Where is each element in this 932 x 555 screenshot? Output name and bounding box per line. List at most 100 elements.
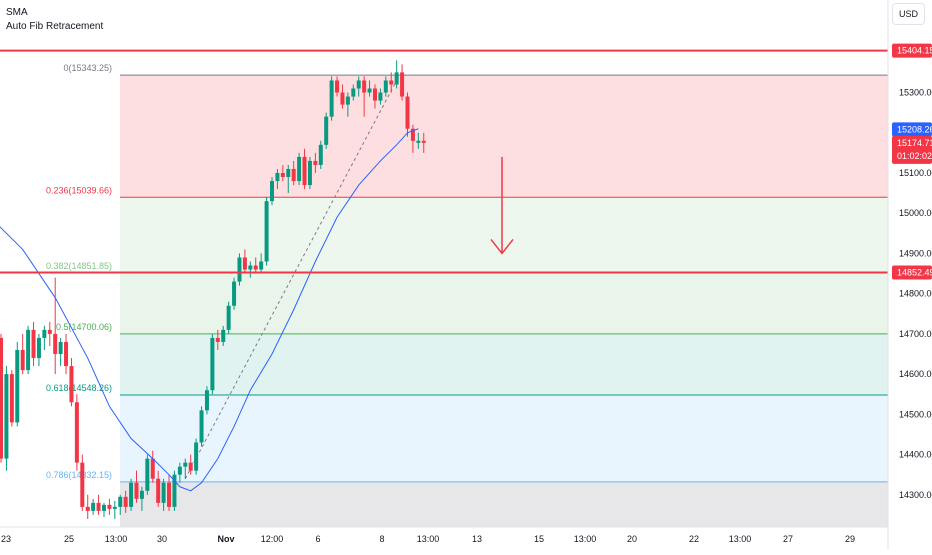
candle-body <box>47 329 52 334</box>
candle-body <box>335 80 340 93</box>
candle-body <box>123 496 128 507</box>
currency-button[interactable]: USD <box>892 3 925 25</box>
candle <box>204 386 209 415</box>
candle <box>183 458 188 479</box>
x-tick-label: 23 <box>1 534 11 544</box>
candle <box>237 253 242 286</box>
candle <box>64 333 69 375</box>
candle-body <box>389 80 394 85</box>
candle <box>221 325 226 346</box>
candle <box>259 253 264 274</box>
candle-body <box>275 172 280 182</box>
candle-body <box>156 478 161 503</box>
candle-body <box>291 168 296 182</box>
candle <box>172 470 177 511</box>
x-tick-label: 30 <box>157 534 167 544</box>
price-tag-3 <box>892 265 932 280</box>
candle <box>74 394 79 471</box>
candle <box>356 76 361 97</box>
candle <box>307 156 312 190</box>
candle <box>85 494 90 519</box>
x-tick-label: 8 <box>379 534 384 544</box>
candle <box>101 502 106 517</box>
x-tick-label: 6 <box>315 534 320 544</box>
candle <box>416 132 421 149</box>
candle-body <box>183 462 188 467</box>
legend-sma[interactable]: SMA <box>6 7 28 18</box>
candle <box>394 60 399 89</box>
candle-body <box>264 201 269 262</box>
candle-body <box>345 96 350 105</box>
candle-body <box>4 374 9 459</box>
candle-body <box>400 72 405 97</box>
candle <box>150 450 155 483</box>
fib-zone-0 <box>120 75 888 198</box>
candle <box>0 333 3 463</box>
candle <box>389 72 394 93</box>
candle-body <box>112 506 117 509</box>
candle <box>15 341 20 427</box>
candle-body <box>329 80 334 117</box>
x-tick-label: 13:00 <box>417 534 440 544</box>
candle-body <box>242 257 247 270</box>
candle-body <box>378 92 383 101</box>
candle <box>20 333 25 375</box>
candle-body <box>161 482 166 503</box>
arrow-head <box>490 238 514 255</box>
x-tick-label: 12:00 <box>261 534 284 544</box>
price-tag-label-2: 15174.71 <box>897 138 932 148</box>
candle <box>400 64 405 101</box>
candle-body <box>145 458 150 491</box>
candle-body <box>259 261 264 270</box>
y-tick-label: 15100.00 <box>899 168 932 178</box>
candle-body <box>188 462 193 471</box>
candle <box>421 132 426 153</box>
candle <box>335 76 340 97</box>
candle <box>318 140 323 169</box>
x-tick-label: 13:00 <box>105 534 128 544</box>
candle-body <box>372 88 377 101</box>
candle-body <box>302 156 307 186</box>
candle <box>107 498 112 515</box>
y-tick-label: 15000.00 <box>899 208 932 218</box>
candle-body <box>383 80 388 93</box>
candle-body <box>58 341 63 355</box>
candle-body <box>362 80 367 93</box>
candle-body <box>307 160 312 186</box>
candle <box>362 76 367 117</box>
candle-body <box>226 305 231 330</box>
candle-body <box>405 96 410 129</box>
candle-body <box>248 265 253 270</box>
candle-body <box>64 341 69 367</box>
candle <box>215 329 220 350</box>
candle <box>297 152 302 186</box>
candle <box>139 486 144 511</box>
candle-body <box>15 349 20 423</box>
candle <box>177 462 182 483</box>
candle <box>226 301 231 334</box>
candle <box>248 261 253 278</box>
fib-zone-5 <box>120 481 888 527</box>
candle <box>242 249 247 274</box>
candle-body <box>410 128 415 141</box>
candle-body <box>199 410 204 443</box>
candle-body <box>280 172 285 178</box>
y-tick-label: 14300.00 <box>899 490 932 500</box>
legend-auto-fib[interactable]: Auto Fib Retracement <box>6 21 104 32</box>
x-tick-label: 22 <box>689 534 699 544</box>
price-tag-2 <box>892 135 932 164</box>
candle-body <box>9 374 14 423</box>
candle <box>367 80 372 97</box>
x-tick-label: 13:00 <box>574 534 597 544</box>
candle <box>31 321 36 367</box>
candle <box>194 438 199 475</box>
fib-label-3: 0.5(14700.06) <box>56 322 112 332</box>
fib-label-2: 0.382(14851.85) <box>46 261 112 271</box>
candle-body <box>139 490 144 499</box>
fib-zone-2 <box>120 272 888 334</box>
candle-body <box>85 506 90 511</box>
candle <box>351 84 356 101</box>
fib-label-5: 0.786(14332.15) <box>46 470 112 480</box>
